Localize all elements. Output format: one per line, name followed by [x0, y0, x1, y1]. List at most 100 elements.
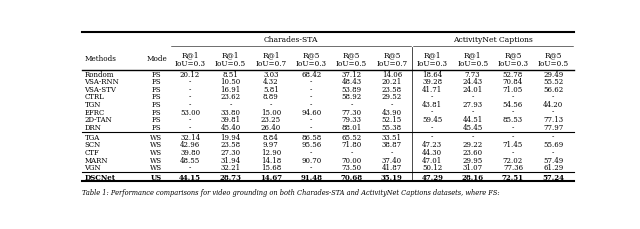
Text: FS: FS: [152, 85, 161, 93]
Text: 43.81: 43.81: [422, 101, 442, 109]
Text: 55.52: 55.52: [543, 78, 563, 86]
Text: -: -: [310, 116, 312, 124]
Text: 24.43: 24.43: [463, 78, 483, 86]
Text: -: -: [512, 93, 514, 101]
Text: 23.58: 23.58: [382, 85, 402, 93]
Text: 26.40: 26.40: [260, 123, 281, 131]
Text: 42.96: 42.96: [180, 141, 200, 149]
Text: 70.00: 70.00: [341, 156, 362, 164]
Text: 79.33: 79.33: [342, 116, 362, 124]
Text: 3.03: 3.03: [263, 70, 278, 78]
Text: Table 1: Performance comparisons for video grounding on both Charades-STA and Ac: Table 1: Performance comparisons for vid…: [83, 188, 500, 196]
Text: ActivityNet Captions: ActivityNet Captions: [453, 36, 532, 44]
Text: 20.12: 20.12: [180, 70, 200, 78]
Text: 5.81: 5.81: [263, 85, 278, 93]
Text: 48.43: 48.43: [342, 78, 362, 86]
Text: WS: WS: [150, 141, 163, 149]
Text: US: US: [151, 173, 162, 181]
Text: 41.71: 41.71: [422, 85, 442, 93]
Text: FS: FS: [152, 108, 161, 116]
Text: 31.07: 31.07: [463, 164, 483, 171]
Text: 71.05: 71.05: [503, 85, 523, 93]
Text: 29.95: 29.95: [463, 156, 483, 164]
Text: 50.12: 50.12: [422, 164, 442, 171]
Text: 70.84: 70.84: [503, 78, 523, 86]
Text: 45.45: 45.45: [463, 123, 483, 131]
Text: 47.01: 47.01: [422, 156, 442, 164]
Text: FS: FS: [152, 123, 161, 131]
Text: 29.49: 29.49: [543, 70, 563, 78]
Text: 52.78: 52.78: [503, 70, 523, 78]
Text: 23.58: 23.58: [220, 141, 241, 149]
Text: 41.87: 41.87: [382, 164, 402, 171]
Text: -: -: [310, 93, 312, 101]
Text: -: -: [310, 101, 312, 109]
Text: MARN: MARN: [84, 156, 108, 164]
Text: R@5
IoU=0.3: R@5 IoU=0.3: [296, 51, 326, 67]
Text: -: -: [431, 133, 433, 141]
Text: DSCNet: DSCNet: [84, 173, 116, 181]
Text: FS: FS: [152, 93, 161, 101]
Text: 24.01: 24.01: [463, 85, 483, 93]
Text: VSA-STV: VSA-STV: [84, 85, 116, 93]
Text: 32.14: 32.14: [180, 133, 200, 141]
Text: 72.02: 72.02: [503, 156, 523, 164]
Text: 10.50: 10.50: [220, 78, 241, 86]
Text: 56.62: 56.62: [543, 85, 563, 93]
Text: -: -: [552, 148, 554, 156]
Text: 29.52: 29.52: [382, 93, 402, 101]
Text: 37.12: 37.12: [342, 70, 362, 78]
Text: 72.51: 72.51: [502, 173, 524, 181]
Text: Mode: Mode: [146, 55, 167, 63]
Text: 58.92: 58.92: [341, 93, 362, 101]
Text: VGN: VGN: [84, 164, 101, 171]
Text: 59.45: 59.45: [422, 116, 442, 124]
Text: R@1
IoU=0.5: R@1 IoU=0.5: [457, 51, 488, 67]
Text: 57.24: 57.24: [542, 173, 564, 181]
Text: R@1
IoU=0.3: R@1 IoU=0.3: [417, 51, 448, 67]
Text: -: -: [472, 133, 474, 141]
Text: 2D-TAN: 2D-TAN: [84, 116, 112, 124]
Text: 77.36: 77.36: [503, 164, 523, 171]
Text: 44.51: 44.51: [463, 116, 483, 124]
Text: WS: WS: [150, 133, 163, 141]
Text: 73.50: 73.50: [342, 164, 362, 171]
Text: FS: FS: [152, 78, 161, 86]
Text: -: -: [552, 93, 554, 101]
Text: -: -: [310, 78, 312, 86]
Text: FS: FS: [152, 116, 161, 124]
Text: 47.29: 47.29: [421, 173, 444, 181]
Text: 35.19: 35.19: [381, 173, 403, 181]
Text: 28.16: 28.16: [461, 173, 484, 181]
Text: R@1
IoU=0.3: R@1 IoU=0.3: [175, 51, 205, 67]
Text: -: -: [472, 93, 474, 101]
Text: R@5
IoU=0.3: R@5 IoU=0.3: [497, 51, 529, 67]
Text: 38.87: 38.87: [382, 141, 402, 149]
Text: R@5
IoU=0.7: R@5 IoU=0.7: [376, 51, 408, 67]
Text: -: -: [472, 108, 474, 116]
Text: 70.68: 70.68: [340, 173, 363, 181]
Text: 27.93: 27.93: [463, 101, 483, 109]
Text: FS: FS: [152, 70, 161, 78]
Text: 53.89: 53.89: [342, 85, 362, 93]
Text: 90.70: 90.70: [301, 156, 321, 164]
Text: 14.18: 14.18: [260, 156, 281, 164]
Text: WS: WS: [150, 156, 163, 164]
Text: 8.84: 8.84: [263, 133, 278, 141]
Text: R@1
IoU=0.5: R@1 IoU=0.5: [215, 51, 246, 67]
Text: 8.89: 8.89: [263, 93, 278, 101]
Text: 7.73: 7.73: [465, 70, 481, 78]
Text: Charades-STA: Charades-STA: [264, 36, 318, 44]
Text: 52.15: 52.15: [382, 116, 402, 124]
Text: 43.90: 43.90: [382, 108, 402, 116]
Text: -: -: [431, 123, 433, 131]
Text: 8.51: 8.51: [223, 70, 238, 78]
Text: 12.90: 12.90: [260, 148, 281, 156]
Text: 85.53: 85.53: [503, 116, 523, 124]
Text: -: -: [310, 123, 312, 131]
Text: -: -: [350, 148, 353, 156]
Text: 57.49: 57.49: [543, 156, 563, 164]
Text: 77.30: 77.30: [342, 108, 362, 116]
Text: -: -: [189, 101, 191, 109]
Text: 44.15: 44.15: [179, 173, 201, 181]
